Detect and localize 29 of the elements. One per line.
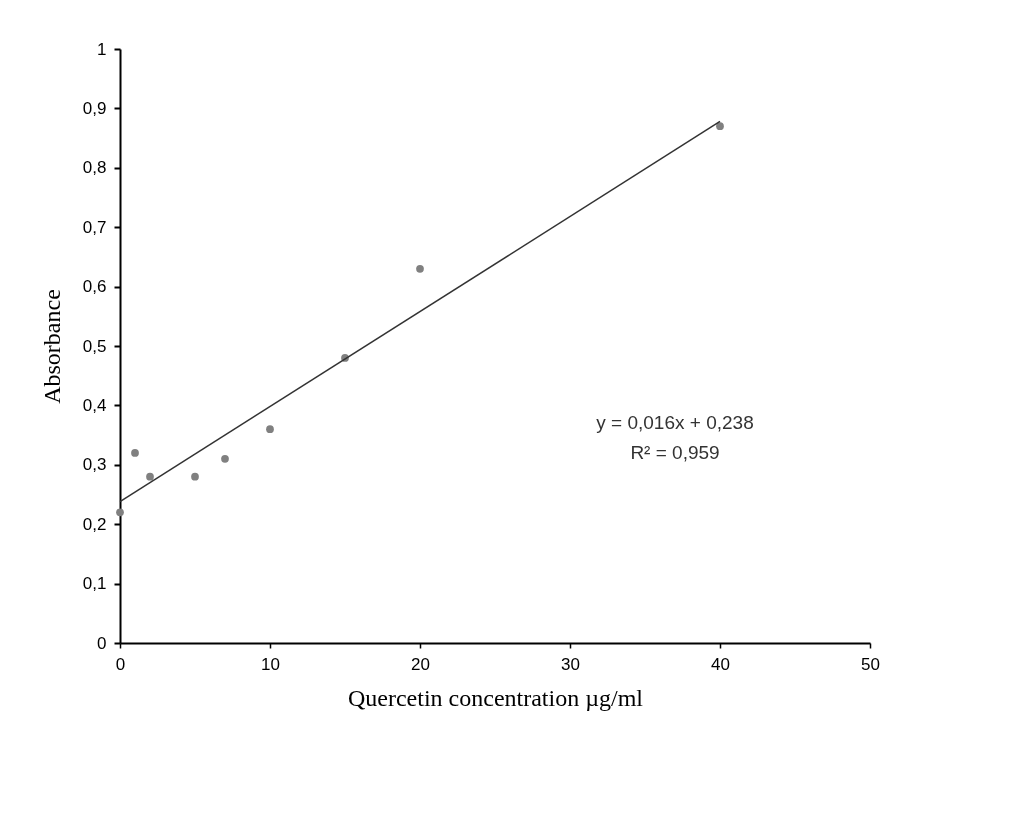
x-tick-label: 30 [561,654,580,674]
y-tick-label: 0 [97,633,107,653]
y-tick-label: 0,1 [82,574,107,594]
y-tick-label: 0,7 [82,217,107,237]
x-tick-label: 40 [711,654,730,674]
y-tick-label: 0,3 [82,455,107,475]
point [191,472,199,481]
x-tick-label: 0 [115,654,126,674]
point [146,472,154,481]
y-tick-label: 0,2 [82,514,107,534]
y-tick-label: 0,6 [82,277,107,297]
y-axis-title: Absorbance [38,289,65,404]
y-tick-label: 0,9 [82,98,107,118]
annotation: y = 0,016x + 0,238 [596,412,754,433]
point [221,454,229,463]
point [716,122,724,131]
point [131,449,139,457]
point [416,264,424,273]
annotation: R² = 0,959 [630,442,720,463]
x-tick-label: 10 [261,654,280,674]
point [266,425,274,434]
x-tick-label: 50 [861,654,880,674]
point [116,508,124,517]
x-tick-label: 20 [411,654,430,674]
y-tick-label: 0,4 [82,395,107,415]
x-axis-title: Quercetin concentration µg/ml [347,684,644,711]
y-tick-label: 0,5 [82,336,107,356]
y-tick-label: 1 [97,39,107,59]
y-tick-label: 0,8 [82,158,107,178]
